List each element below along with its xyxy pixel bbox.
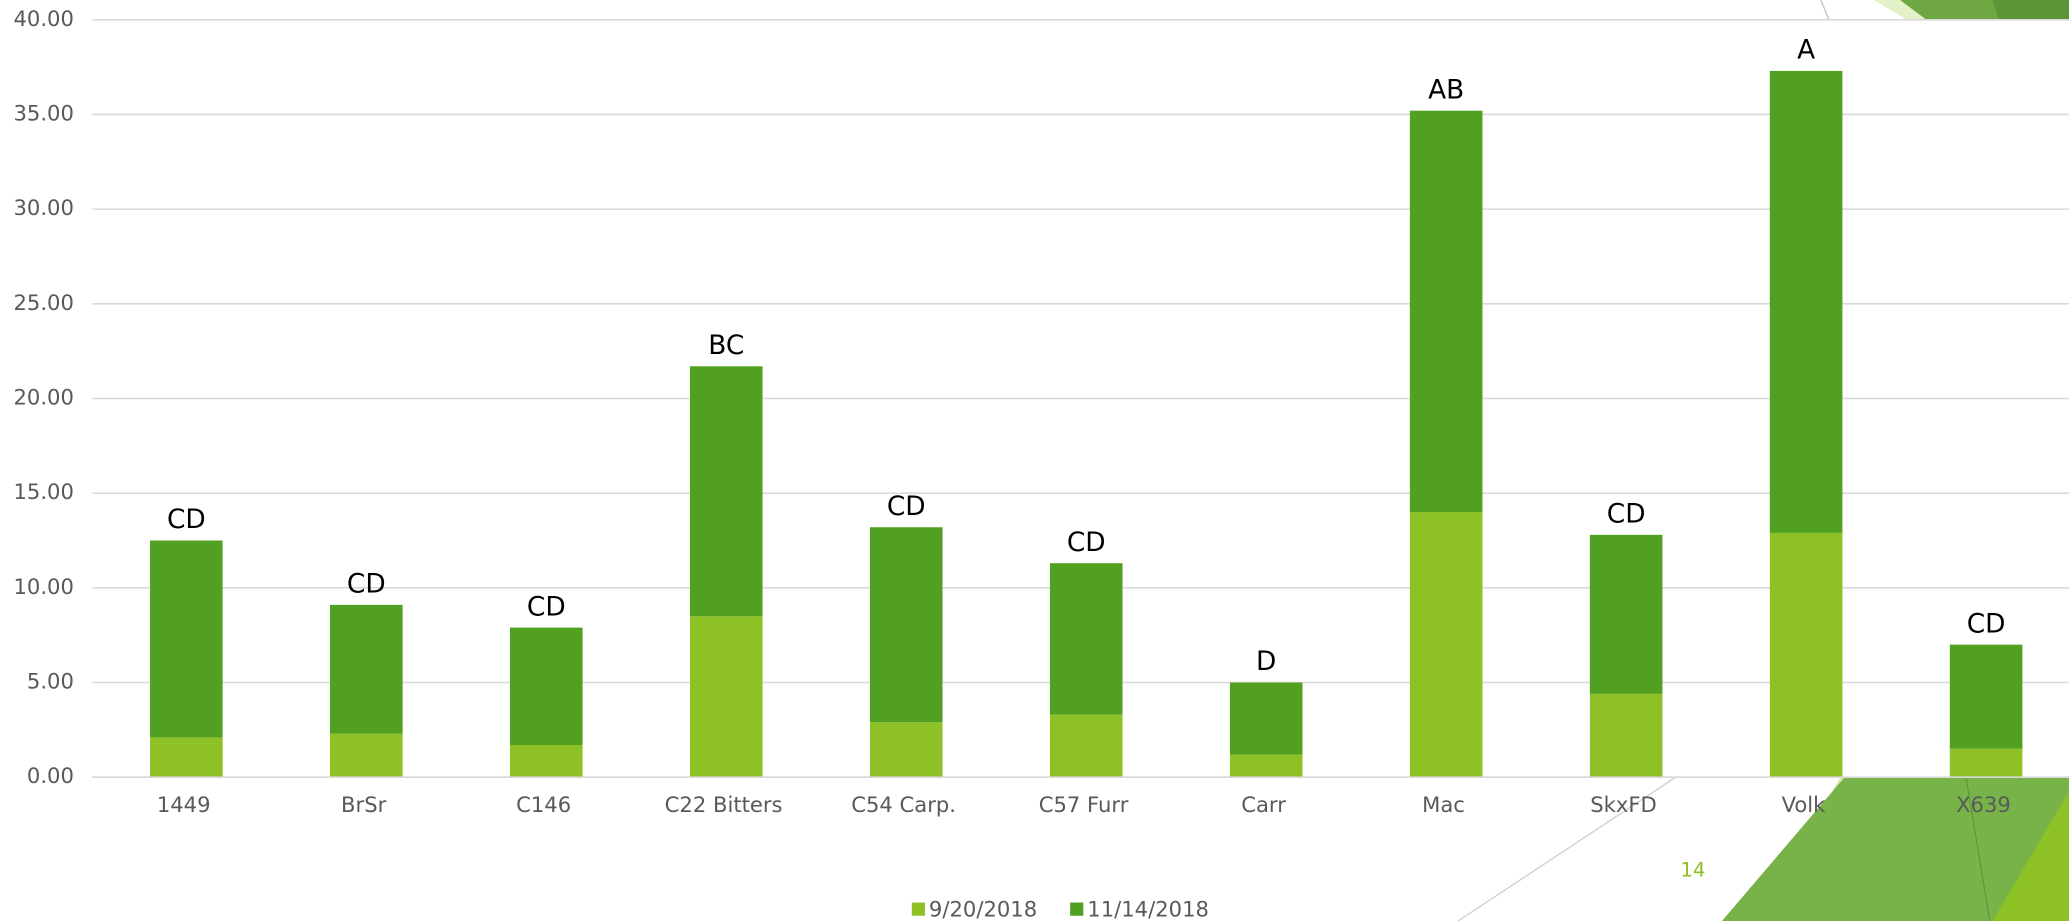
y-tick-label: 15.00 [13, 479, 73, 504]
bar-segment [1229, 682, 1303, 755]
x-tick-label: 1449 [157, 792, 211, 817]
x-tick-label: Volk [1782, 792, 1827, 817]
x-tick-label: SkxFD [1590, 792, 1657, 817]
y-tick-label: 35.00 [13, 100, 73, 125]
annotation: CD [347, 570, 386, 600]
y-tick-label: 25.00 [13, 290, 73, 315]
decoration [1457, 0, 2069, 921]
bar-segment [1589, 534, 1663, 694]
y-tick-label: 10.00 [13, 574, 73, 599]
annotation: A [1797, 36, 1815, 66]
x-tick-label: Carr [1241, 792, 1286, 817]
bar-segment [1409, 110, 1483, 513]
y-tick-label: 5.00 [27, 669, 74, 694]
x-tick-label: C22 Bitters [665, 792, 783, 817]
bar-segment [1049, 714, 1123, 778]
x-tick-label: Mac [1422, 792, 1465, 817]
bar-segment [150, 737, 223, 778]
legend-label: 11/14/2018 [1087, 896, 1209, 921]
bar-segment [869, 527, 943, 723]
bar-segment [1949, 644, 2023, 749]
y-tick-label: 40.00 [13, 6, 73, 31]
bar-segment [689, 366, 763, 617]
annotation: CD [1067, 528, 1106, 558]
x-tick-label: C54 Carp. [851, 792, 956, 817]
page-number: 14 [1680, 858, 1705, 881]
annotation: CD [1967, 609, 2006, 639]
bar-segment [1769, 70, 1843, 533]
bar-segment [330, 604, 403, 734]
annotation: CD [887, 492, 926, 522]
bar-segment [1409, 512, 1483, 778]
y-tick-label: 20.00 [13, 384, 73, 409]
annotation: CD [527, 592, 566, 622]
bar-segment [1049, 563, 1123, 715]
annotation: D [1256, 647, 1276, 677]
legend-swatch [1070, 902, 1084, 916]
annotation: BC [708, 331, 744, 361]
bar-segment [1949, 748, 2023, 778]
bar-segment [1229, 754, 1303, 778]
bar-segment [510, 627, 583, 745]
legend-label: 9/20/2018 [929, 896, 1037, 921]
x-tick-label: C57 Furr [1039, 792, 1129, 817]
bar-segment [869, 722, 943, 778]
x-tick-label: C146 [516, 792, 571, 817]
y-tick-label: 0.00 [27, 763, 74, 788]
legend-swatch [911, 902, 925, 916]
bar-segment [1589, 693, 1663, 778]
annotation: CD [167, 505, 206, 535]
x-tick-label: X639 [1956, 792, 2011, 817]
bar-segment [1769, 532, 1843, 778]
bar-segment [150, 540, 223, 738]
annotation: AB [1428, 75, 1464, 105]
bar-segment [510, 744, 583, 778]
bar-segment [689, 616, 763, 778]
annotation: CD [1607, 500, 1646, 530]
x-tick-label: BrSr [341, 792, 387, 817]
bar-segment [330, 733, 403, 778]
y-tick-label: 30.00 [13, 195, 73, 220]
